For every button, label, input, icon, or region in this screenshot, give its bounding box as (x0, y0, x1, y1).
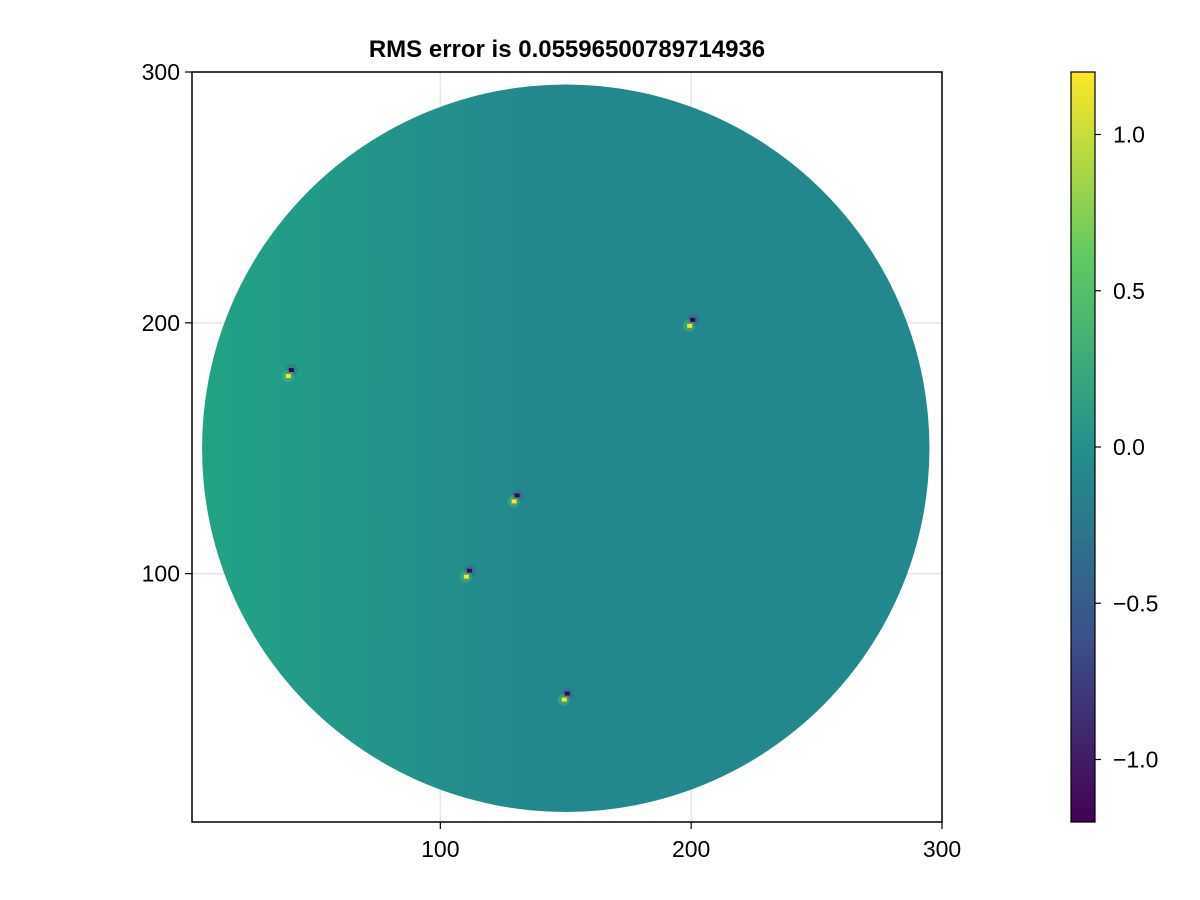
source-min (466, 568, 472, 573)
y-tick-label: 200 (142, 310, 180, 336)
chart-title: RMS error is 0.05596500789714936 (369, 36, 765, 63)
point-source (507, 489, 524, 508)
x-tick-label: 100 (421, 836, 459, 862)
colorbar-tick-label: 0.5 (1113, 278, 1145, 304)
y-axis-ticks: 100 200 300 (142, 59, 192, 587)
x-tick-label: 300 (923, 836, 961, 862)
plot-frame (191, 71, 943, 823)
source-min (564, 691, 570, 696)
heatmap-field (202, 84, 930, 812)
point-source (683, 313, 700, 332)
source-min (690, 317, 696, 322)
source-max (561, 697, 567, 702)
source-max (463, 574, 469, 579)
colorbar-ticks: 1.0 0.5 0.0 −0.5 −1.0 (1095, 122, 1158, 773)
source-max (687, 323, 693, 328)
field-domain (202, 84, 930, 812)
colorbar-tick-label: −1.0 (1113, 747, 1158, 773)
source-max (285, 374, 291, 379)
colorbar-tick-label: 0.0 (1113, 434, 1145, 460)
colorbar-tick-label: 1.0 (1113, 122, 1145, 148)
x-tick-label: 200 (672, 836, 710, 862)
point-source (281, 364, 298, 383)
colorbar-fill (1071, 72, 1095, 822)
source-min (288, 368, 294, 373)
y-tick-label: 100 (142, 561, 180, 587)
source-min (514, 493, 520, 498)
y-tick-label: 300 (142, 59, 180, 85)
colorbar: 1.0 0.5 0.0 −0.5 −1.0 (1070, 71, 1158, 823)
colorbar-tick-label: −0.5 (1113, 590, 1158, 616)
source-max (511, 499, 517, 504)
x-axis-ticks: 100 200 300 (421, 822, 961, 862)
point-source (459, 564, 476, 583)
point-source (557, 687, 574, 706)
